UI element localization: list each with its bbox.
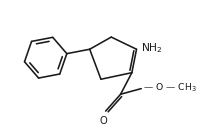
Text: NH$_2$: NH$_2$ — [141, 41, 163, 55]
Text: — O — CH$_3$: — O — CH$_3$ — [143, 81, 197, 94]
Text: O: O — [100, 116, 108, 126]
